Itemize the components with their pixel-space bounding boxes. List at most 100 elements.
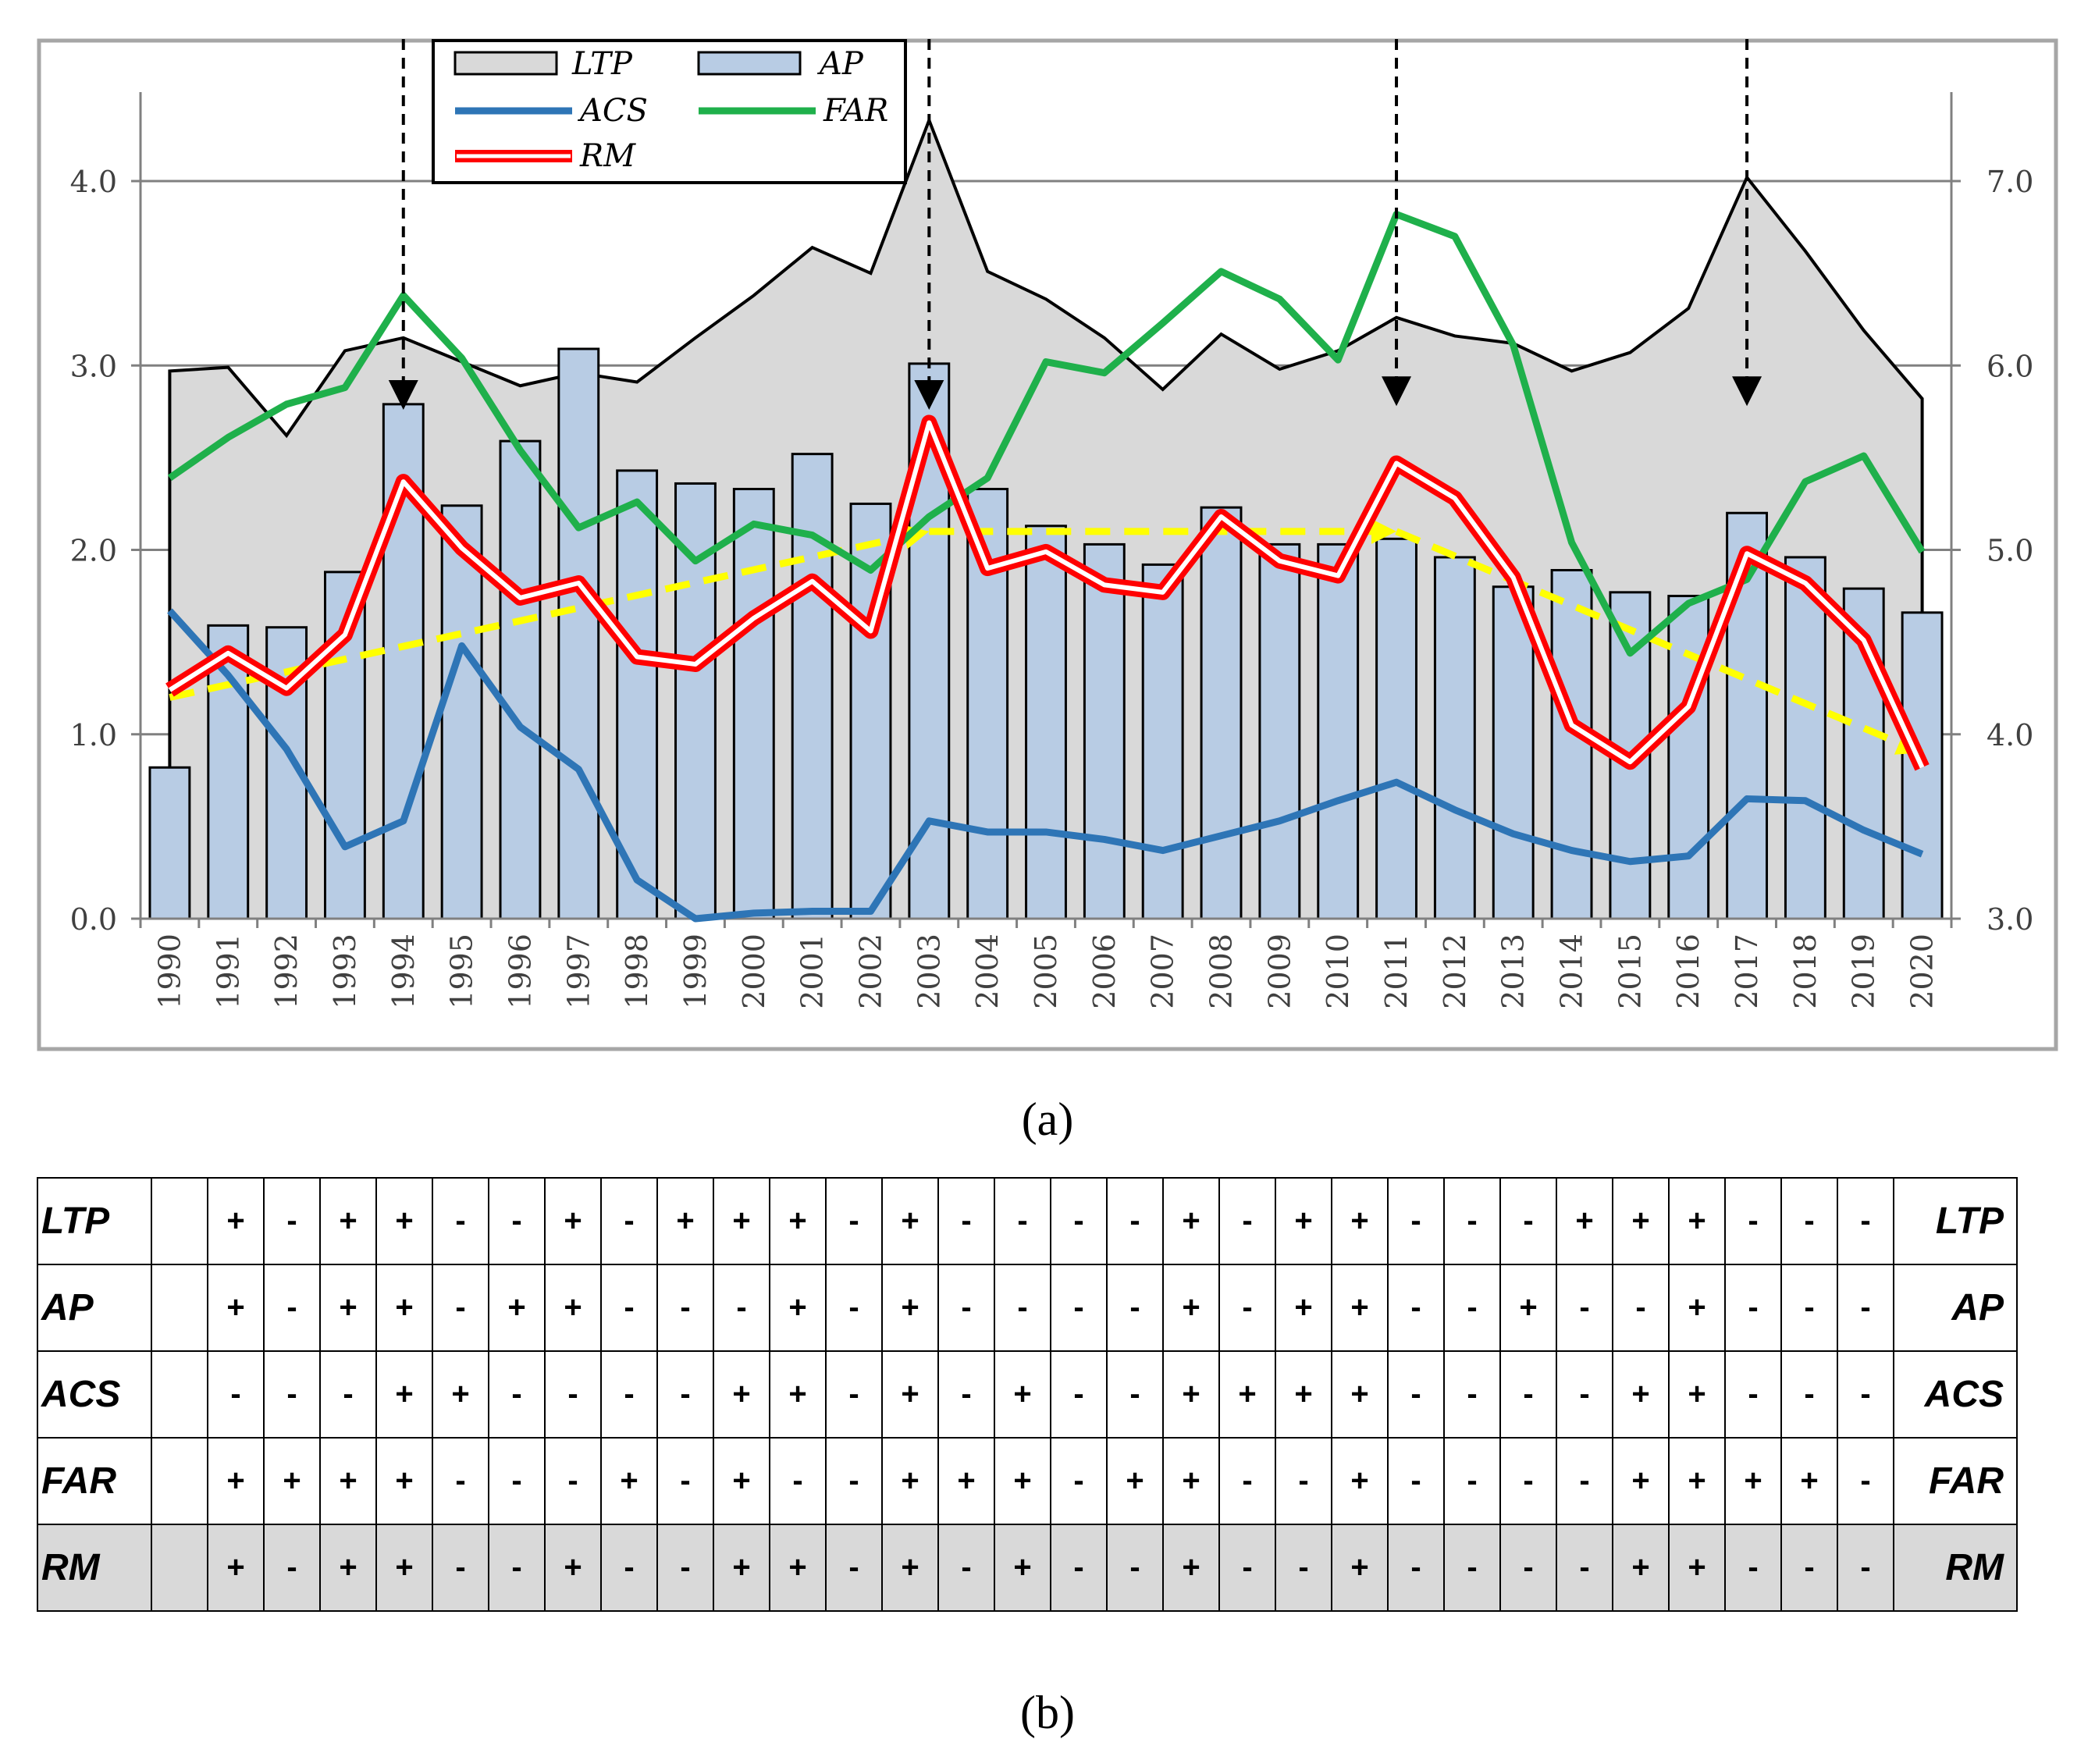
sign-cell: - [1837, 1350, 1894, 1439]
sign-cell: + [1106, 1437, 1164, 1525]
x-tick-label: 2019 [1847, 934, 1881, 1009]
sign-cell: + [713, 1524, 770, 1612]
legend-label-ap: AP [816, 46, 864, 82]
sign-cell: - [600, 1177, 658, 1265]
sign-cell: - [1556, 1264, 1613, 1352]
sign-cell: - [1218, 1264, 1276, 1352]
ap-bar [1550, 568, 1593, 920]
x-tick-label: 2010 [1321, 934, 1355, 1009]
sign-cell: + [375, 1177, 433, 1265]
sign-cell: + [1668, 1264, 1726, 1352]
table-row: LTP + - + + - - + - + + + - + - - - - + - + + - - - + + + - - - LTP [37, 1177, 2018, 1265]
sign-cell: - [1556, 1437, 1613, 1525]
legend-label-ltp: LTP [571, 46, 633, 82]
sign-cell: + [1612, 1177, 1670, 1265]
x-tick-label: 2007 [1146, 934, 1180, 1009]
sign-cell: + [375, 1264, 433, 1352]
table-row: FAR + + + + - - - + - + - - + + + - + + - - + - - - - + + + + - FAR [37, 1437, 2018, 1525]
sign-cell: + [1331, 1177, 1389, 1265]
ap-bar [1492, 585, 1535, 920]
ltp-area [169, 120, 1922, 919]
sign-cell: - [432, 1437, 489, 1525]
row-label-left: RM [37, 1524, 152, 1612]
x-tick-label: 2009 [1262, 934, 1296, 1009]
sign-cell: - [207, 1350, 265, 1439]
legend-label-rm: RM [579, 138, 636, 174]
legend-swatch-ap [697, 51, 802, 76]
sign-cell: - [937, 1177, 995, 1265]
sign-cell: - [263, 1177, 321, 1265]
sign-cell: - [432, 1264, 489, 1352]
sign-cell: - [544, 1350, 602, 1439]
sign-cell: - [769, 1437, 827, 1525]
caption-a: (a) [1021, 1094, 1074, 1145]
sign-cell: + [1668, 1524, 1726, 1612]
sign-cell: + [1218, 1350, 1276, 1439]
sign-cell: - [1724, 1177, 1782, 1265]
ap-bar [1141, 563, 1184, 920]
sign-cell: + [1275, 1177, 1332, 1265]
ap-bar [1200, 506, 1243, 920]
sign-cell: + [1162, 1264, 1220, 1352]
sign-cell: - [488, 1437, 546, 1525]
ap-bar [791, 453, 834, 920]
event-arrowhead-2003 [914, 379, 944, 410]
sign-cell: + [375, 1437, 433, 1525]
sign-cell: - [1499, 1177, 1557, 1265]
sign-cell: + [1612, 1350, 1670, 1439]
sign-table: LTP + - + + - - + - + + + - + - - - - + - + + - - - + + + - - - LTP AP + -… [37, 1177, 2018, 1612]
x-tick-label: 2000 [737, 934, 771, 1009]
sign-cell: + [263, 1437, 321, 1525]
sign-cell: - [825, 1350, 883, 1439]
ap-bar [148, 766, 191, 920]
x-tick-label: 2012 [1438, 934, 1472, 1009]
sign-cell: - [994, 1177, 1051, 1265]
trend-flat-head [1371, 518, 1397, 544]
sign-cell: + [488, 1264, 546, 1352]
sign-cell: + [1331, 1350, 1389, 1439]
sign-cell: + [881, 1264, 939, 1352]
ap-bar [1258, 542, 1301, 920]
x-tick-label: 1995 [445, 934, 479, 1009]
x-tick-label: 2018 [1788, 934, 1823, 1009]
sign-cell: + [207, 1524, 265, 1612]
table-row: AP + - + + - + + - - - + - + - - - - + - + + - - + - - + - - - AP [37, 1264, 2018, 1352]
sign-cell: + [1612, 1524, 1670, 1612]
y2-tick-label: 7.0 [1987, 165, 2033, 199]
sign-cell: + [207, 1177, 265, 1265]
x-tick-label: 1997 [561, 934, 596, 1009]
sign-cell: - [1106, 1177, 1164, 1265]
sign-cell: + [1724, 1437, 1782, 1525]
sign-cell: - [1106, 1350, 1164, 1439]
sign-cell: - [488, 1524, 546, 1612]
event-arrowhead-2011 [1382, 376, 1412, 407]
sign-cell: + [1780, 1437, 1838, 1525]
blank-cell [151, 1177, 208, 1265]
row-label-left: AP [37, 1264, 152, 1352]
sign-cell: + [769, 1264, 827, 1352]
sign-cell: - [432, 1524, 489, 1612]
ap-bar [1083, 542, 1126, 920]
sign-cell: - [263, 1264, 321, 1352]
sign-cell: - [1724, 1350, 1782, 1439]
sign-cell: - [656, 1437, 714, 1525]
event-arrowhead-1994 [388, 379, 418, 410]
sign-cell: - [1837, 1264, 1894, 1352]
row-label-right: RM [1893, 1524, 2018, 1612]
trend-fall [1395, 528, 1924, 756]
sign-cell: - [1837, 1524, 1894, 1612]
sign-cell: - [432, 1177, 489, 1265]
sign-cell: + [769, 1524, 827, 1612]
sign-cell: - [1387, 1177, 1445, 1265]
x-tick-label: 2014 [1555, 934, 1589, 1009]
sign-cell: + [207, 1437, 265, 1525]
row-label-left: FAR [37, 1437, 152, 1525]
sign-cell: - [1050, 1437, 1108, 1525]
sign-cell: - [488, 1350, 546, 1439]
sign-cell: - [600, 1350, 658, 1439]
x-tick-label: 2005 [1029, 934, 1063, 1009]
sign-cell: + [375, 1350, 433, 1439]
row-label-left: ACS [37, 1350, 152, 1439]
ap-bar [1433, 556, 1476, 920]
blank-cell [151, 1437, 208, 1525]
